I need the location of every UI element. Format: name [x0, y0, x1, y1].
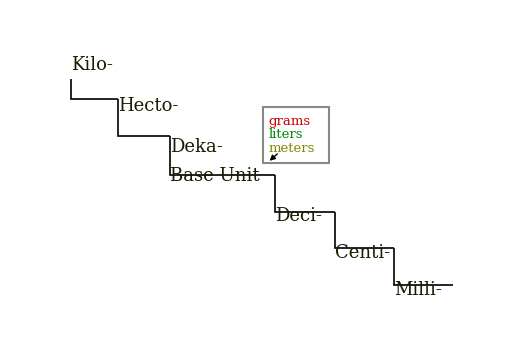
- Text: Centi-: Centi-: [335, 244, 390, 262]
- Text: Deka-: Deka-: [170, 138, 223, 156]
- Text: Hecto-: Hecto-: [118, 97, 178, 115]
- Text: liters: liters: [268, 128, 303, 141]
- Text: Kilo-: Kilo-: [71, 56, 113, 74]
- Text: Deci-: Deci-: [276, 207, 322, 225]
- FancyBboxPatch shape: [264, 107, 329, 163]
- Text: grams: grams: [268, 115, 310, 128]
- Text: meters: meters: [268, 142, 315, 155]
- Text: Milli-: Milli-: [394, 282, 442, 299]
- Text: Base Unit: Base Unit: [170, 167, 260, 185]
